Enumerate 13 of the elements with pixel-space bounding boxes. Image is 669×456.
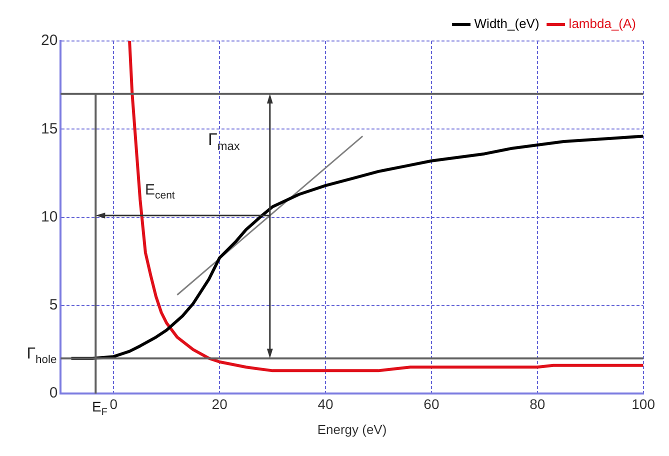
x-axis-title: Energy (eV) (317, 422, 387, 437)
y-tick-label: 5 (49, 296, 58, 314)
legend-label: lambda_(A) (568, 16, 636, 32)
y-tick-label: 15 (40, 120, 58, 138)
x-tick-label: 20 (212, 396, 228, 412)
legend-label: Width_(eV) (474, 16, 540, 32)
y-tick-label: 20 (40, 32, 58, 50)
x-tick-label: 60 (424, 396, 440, 412)
y-tick-label: 10 (40, 208, 58, 226)
x-tick-label: 40 (318, 396, 334, 412)
x-tick-label: 0 (110, 396, 118, 412)
x-tick-label: 80 (530, 396, 546, 412)
x-tick-label: 100 (632, 396, 656, 412)
